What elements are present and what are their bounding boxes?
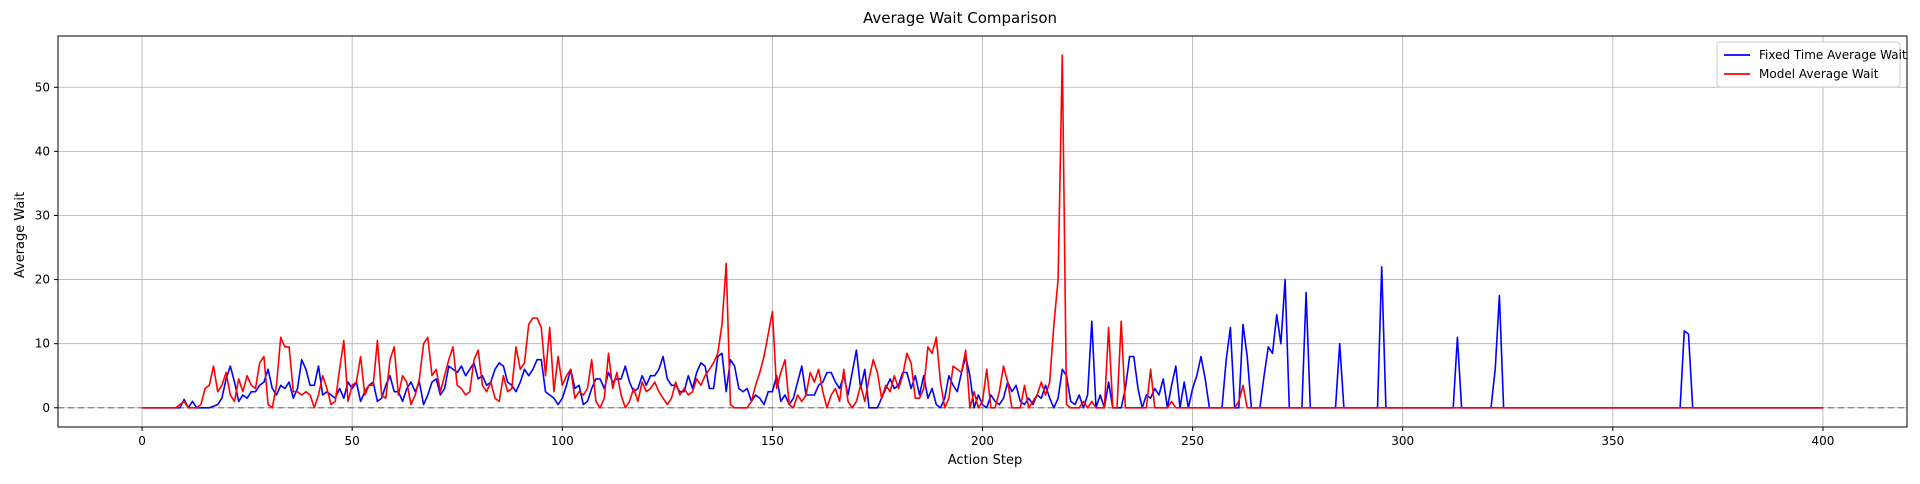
series-line-model — [142, 54, 1823, 409]
x-tick-label: 250 — [1181, 434, 1204, 448]
y-axis-ticks: 0 10 20 30 40 50 — [35, 80, 58, 415]
series-line-fixed-time — [142, 265, 1823, 409]
y-tick-label: 10 — [35, 337, 50, 351]
y-tick-label: 20 — [35, 273, 50, 287]
chart-title: Average Wait Comparison — [863, 9, 1057, 27]
y-axis-label: Average Wait — [13, 192, 28, 278]
y-tick-label: 50 — [35, 80, 50, 94]
legend-label: Model Average Wait — [1759, 67, 1879, 81]
x-tick-label: 100 — [551, 434, 574, 448]
x-axis-ticks: 0 50 100 150 200 250 300 350 400 — [138, 427, 1834, 448]
series-lines — [142, 54, 1823, 409]
y-tick-label: 0 — [42, 401, 50, 415]
legend-box — [1716, 41, 1901, 88]
y-tick-label: 30 — [35, 208, 50, 222]
x-tick-label: 300 — [1391, 434, 1414, 448]
x-tick-label: 50 — [345, 434, 360, 448]
grid-lines — [58, 36, 1907, 427]
legend-label: Fixed Time Average Wait — [1759, 48, 1907, 62]
y-tick-label: 40 — [35, 144, 50, 158]
x-tick-label: 150 — [761, 434, 784, 448]
x-axis-label: Action Step — [948, 453, 1022, 468]
x-tick-label: 200 — [971, 434, 994, 448]
legend: Fixed Time Average Wait Model Average Wai… — [1716, 41, 1907, 88]
x-tick-label: 400 — [1812, 434, 1835, 448]
x-tick-label: 350 — [1601, 434, 1624, 448]
x-tick-label: 0 — [138, 434, 146, 448]
